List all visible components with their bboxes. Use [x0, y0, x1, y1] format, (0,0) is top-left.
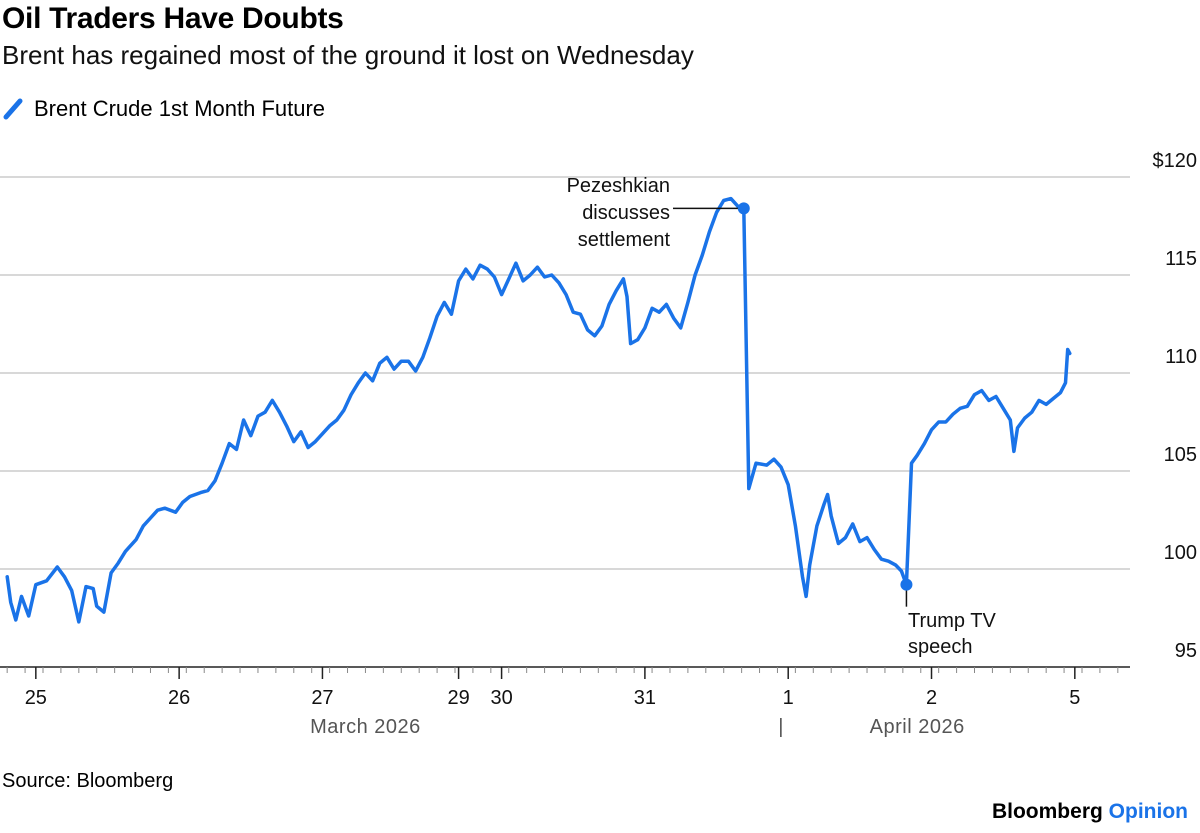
legend-label: Brent Crude 1st Month Future [34, 96, 326, 121]
month-label: March 2026 [310, 716, 421, 738]
series-layer [5, 196, 1072, 624]
y-tick-label: $120 [1153, 150, 1198, 172]
series-line-brent [5, 196, 1072, 624]
x-tick-label: 29 [447, 687, 469, 709]
gridlines [0, 176, 1130, 570]
legend-line-icon [3, 98, 23, 120]
annotation-label: Pezeshkian [567, 175, 670, 197]
month-separator: | [778, 716, 784, 738]
y-tick-label: 115 [1165, 248, 1197, 270]
y-axis-labels: $120 115 110 105 100 95 [1153, 150, 1198, 662]
annotation-label: Trump TV [908, 610, 996, 632]
source-note: Source: Bloomberg [2, 770, 174, 792]
annotation-label: speech [908, 636, 973, 658]
x-tick-label: 30 [490, 687, 512, 709]
x-tick-label: 26 [168, 687, 190, 709]
x-tick-label: 1 [783, 687, 794, 709]
chart-subtitle: Brent has regained most of the ground it… [2, 40, 694, 70]
y-tick-label: 110 [1165, 346, 1197, 368]
month-label: April 2026 [870, 716, 965, 738]
x-tick-label: 27 [311, 687, 333, 709]
y-tick-label: 105 [1164, 444, 1197, 466]
x-tick-label: 25 [25, 687, 47, 709]
x-tick-label: 31 [634, 687, 656, 709]
chart-title: Oil Traders Have Doubts [2, 2, 344, 35]
x-tick-label: 5 [1069, 687, 1080, 709]
annotations-layer: Pezeshkian discusses settlement Trump TV spe… [567, 175, 997, 658]
annotation-dot [900, 578, 913, 591]
annotation-label: settlement [578, 229, 671, 251]
brand-section: Opinion [1108, 800, 1188, 823]
annotation-label: discusses [582, 202, 670, 224]
x-tick-label: 2 [926, 687, 937, 709]
y-tick-label: 100 [1164, 542, 1197, 564]
legend: Brent Crude 1st Month Future [2, 96, 325, 122]
brand-name: Bloomberg [991, 800, 1103, 823]
annotation-dot [737, 202, 750, 215]
brand-logo: Bloomberg Opinion [992, 800, 1188, 824]
y-tick-label: 95 [1175, 640, 1197, 662]
